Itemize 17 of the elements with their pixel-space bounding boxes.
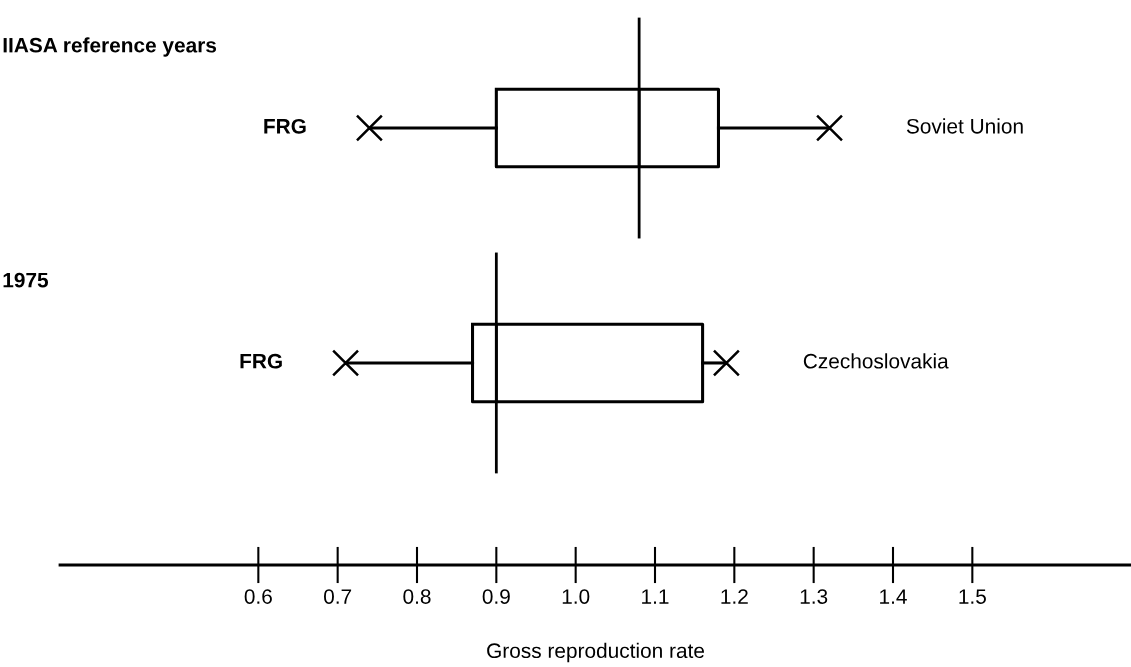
x-tick-label: 1.1 — [642, 589, 669, 604]
annotation: Soviet Union — [906, 118, 1023, 134]
y-tick-label: 1975 — [3, 272, 49, 288]
x-axis-title: Gross reproduction rate — [487, 642, 705, 663]
x-tick-label: 0.9 — [482, 589, 510, 604]
x-tick-label: 1.2 — [721, 589, 748, 604]
x-tick-label: 0.8 — [403, 589, 431, 604]
annotation: FRG — [240, 353, 282, 369]
y-tick-label: IIASA reference years — [3, 37, 217, 57]
x-tick-label: 1.0 — [562, 589, 590, 604]
x-tick-label: 0.6 — [244, 589, 272, 604]
x-tick-label: 1.3 — [800, 589, 828, 604]
annotation: Czechoslovakia — [803, 353, 949, 369]
annotation: FRG — [264, 118, 306, 134]
x-tick-label: 1.4 — [880, 589, 907, 604]
x-tick-label: 1.5 — [959, 589, 986, 604]
x-tick-label: 0.7 — [324, 589, 352, 604]
